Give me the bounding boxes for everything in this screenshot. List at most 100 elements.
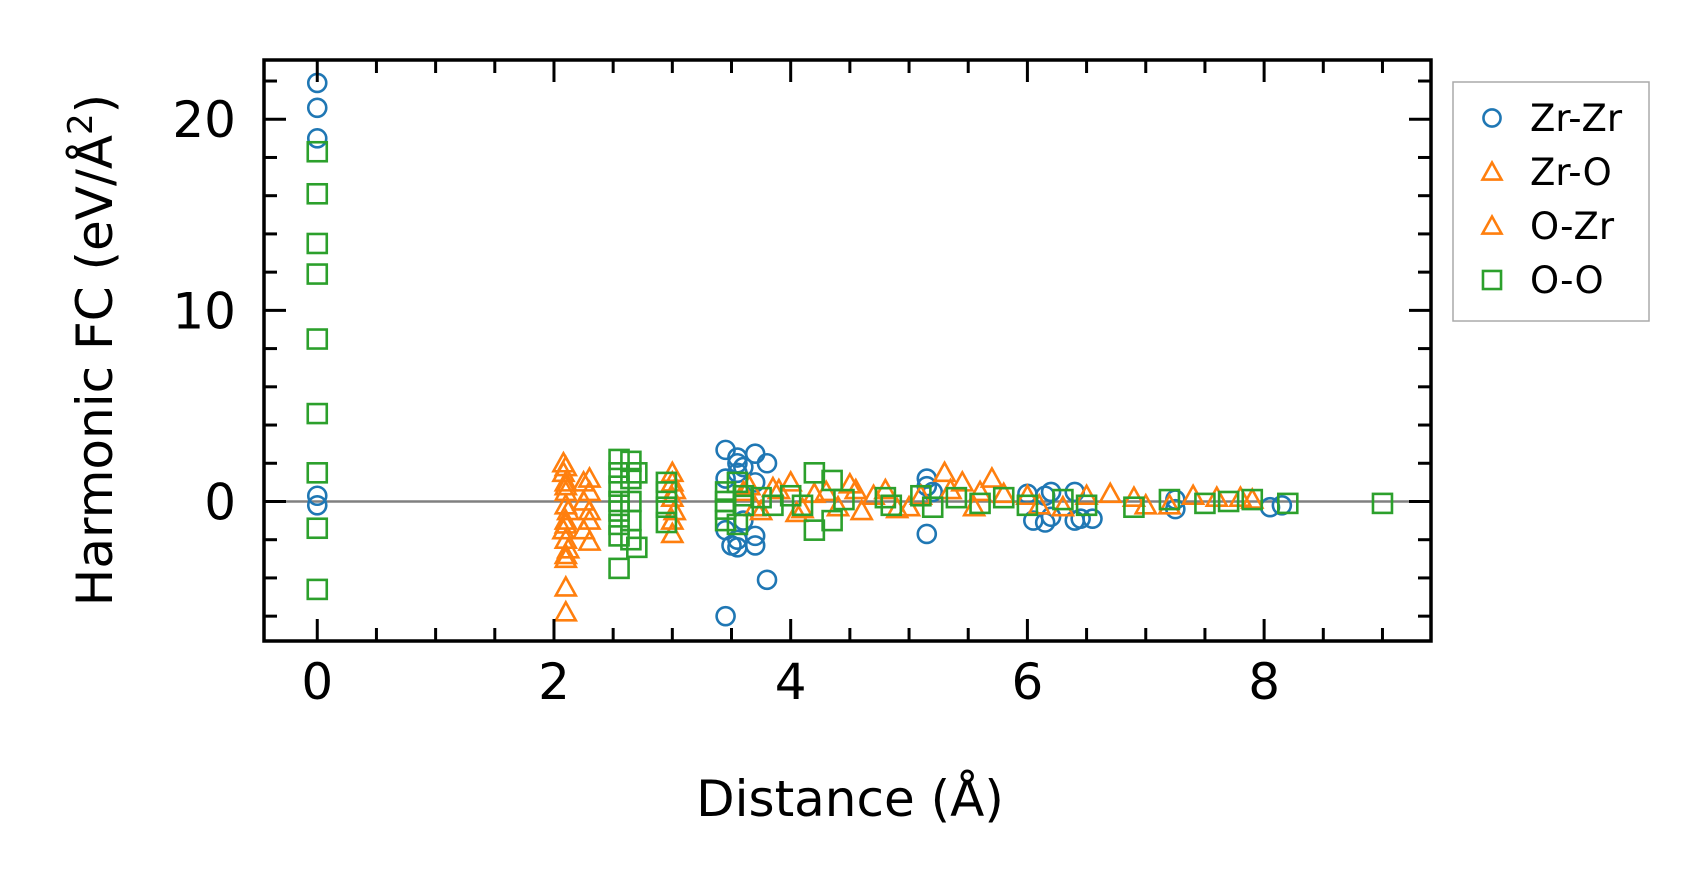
data-point bbox=[1271, 495, 1293, 516]
data-point bbox=[553, 574, 579, 597]
data-point bbox=[626, 536, 648, 559]
legend-item: O-O bbox=[1481, 259, 1604, 302]
data-point bbox=[715, 468, 736, 489]
data-point bbox=[553, 479, 579, 502]
triangle-marker-icon bbox=[1480, 159, 1504, 181]
plot-frame bbox=[262, 58, 1433, 643]
y-tick-label: 20 bbox=[172, 91, 236, 149]
data-point bbox=[784, 500, 809, 523]
data-point bbox=[306, 128, 328, 149]
data-point bbox=[306, 263, 329, 285]
data-point bbox=[306, 462, 329, 484]
data-point bbox=[803, 519, 826, 541]
triangle-marker-icon bbox=[1480, 213, 1504, 235]
data-point bbox=[744, 535, 766, 556]
data-point bbox=[1228, 484, 1253, 507]
x-tick-label: 6 bbox=[1011, 653, 1043, 711]
data-point bbox=[1217, 490, 1240, 513]
data-point bbox=[880, 494, 903, 517]
data-point bbox=[945, 486, 968, 509]
data-point bbox=[620, 450, 642, 473]
data-point bbox=[821, 509, 843, 532]
x-tick-label: 0 bbox=[301, 653, 333, 711]
y-axis-label: Harmonic FC (eV/Å2) bbox=[61, 94, 124, 606]
data-point bbox=[916, 523, 938, 545]
data-point bbox=[791, 494, 814, 517]
data-point bbox=[1123, 496, 1145, 519]
data-point bbox=[655, 481, 678, 503]
data-point bbox=[715, 605, 736, 627]
circle-marker-icon bbox=[1482, 108, 1502, 128]
data-point bbox=[306, 495, 328, 516]
data-point bbox=[620, 528, 642, 551]
data-point bbox=[608, 525, 630, 547]
y-tick-label: 0 bbox=[204, 473, 236, 531]
x-axis-label: Distance (Å) bbox=[696, 770, 1004, 828]
data-point bbox=[921, 496, 944, 519]
series-o-o bbox=[306, 140, 1394, 601]
legend-label: Zr-O bbox=[1530, 151, 1612, 194]
data-point bbox=[833, 488, 855, 511]
series-zr-zr bbox=[306, 72, 1293, 627]
data-point bbox=[1098, 481, 1123, 504]
data-point bbox=[967, 479, 993, 502]
data-point bbox=[1157, 492, 1182, 515]
data-points bbox=[264, 72, 1431, 627]
x-tick-label: 2 bbox=[538, 653, 570, 711]
legend: Zr-Zr Zr-O O-Zr O-O bbox=[1452, 81, 1650, 322]
data-point bbox=[874, 486, 897, 509]
data-point bbox=[861, 483, 886, 506]
data-point bbox=[608, 462, 630, 484]
data-point bbox=[655, 511, 678, 534]
data-point bbox=[726, 471, 749, 494]
legend-item: Zr-O bbox=[1480, 151, 1612, 194]
legend-label: O-Zr bbox=[1530, 205, 1615, 248]
data-point bbox=[991, 481, 1016, 504]
data-point bbox=[553, 599, 579, 622]
data-point bbox=[608, 557, 630, 580]
data-point bbox=[756, 452, 778, 474]
data-point bbox=[849, 498, 874, 521]
data-point bbox=[1276, 492, 1299, 515]
legend-item: O-Zr bbox=[1480, 205, 1615, 248]
data-point bbox=[802, 481, 827, 504]
data-point bbox=[910, 484, 932, 507]
data-point bbox=[306, 485, 328, 507]
data-point bbox=[306, 402, 329, 425]
data-point bbox=[655, 496, 678, 519]
data-point bbox=[778, 469, 803, 492]
data-point bbox=[620, 467, 642, 490]
data-point bbox=[821, 469, 843, 492]
data-point bbox=[306, 517, 329, 540]
data-point bbox=[1158, 488, 1181, 511]
data-point bbox=[608, 448, 630, 471]
data-point bbox=[553, 469, 579, 492]
data-point bbox=[306, 97, 328, 119]
data-point bbox=[1371, 492, 1394, 515]
data-point bbox=[306, 328, 329, 350]
data-point bbox=[950, 469, 975, 492]
data-point bbox=[1052, 488, 1074, 511]
data-point bbox=[1016, 494, 1039, 517]
data-point bbox=[1040, 506, 1062, 528]
data-point bbox=[992, 486, 1015, 509]
data-point bbox=[1241, 488, 1264, 511]
data-point bbox=[969, 492, 991, 515]
data-point bbox=[908, 483, 934, 506]
data-point bbox=[714, 509, 737, 532]
square-marker-icon bbox=[1481, 269, 1503, 291]
data-point bbox=[790, 496, 815, 519]
data-point bbox=[306, 182, 329, 205]
data-point bbox=[553, 546, 579, 569]
data-point bbox=[626, 462, 648, 484]
y-tick-label: 10 bbox=[172, 282, 236, 340]
data-point bbox=[553, 511, 579, 534]
data-point bbox=[608, 475, 630, 497]
data-point bbox=[306, 578, 329, 601]
data-point bbox=[1240, 486, 1265, 509]
data-point bbox=[733, 456, 754, 478]
data-point bbox=[571, 488, 596, 511]
data-point bbox=[756, 569, 778, 591]
data-point bbox=[750, 486, 772, 509]
